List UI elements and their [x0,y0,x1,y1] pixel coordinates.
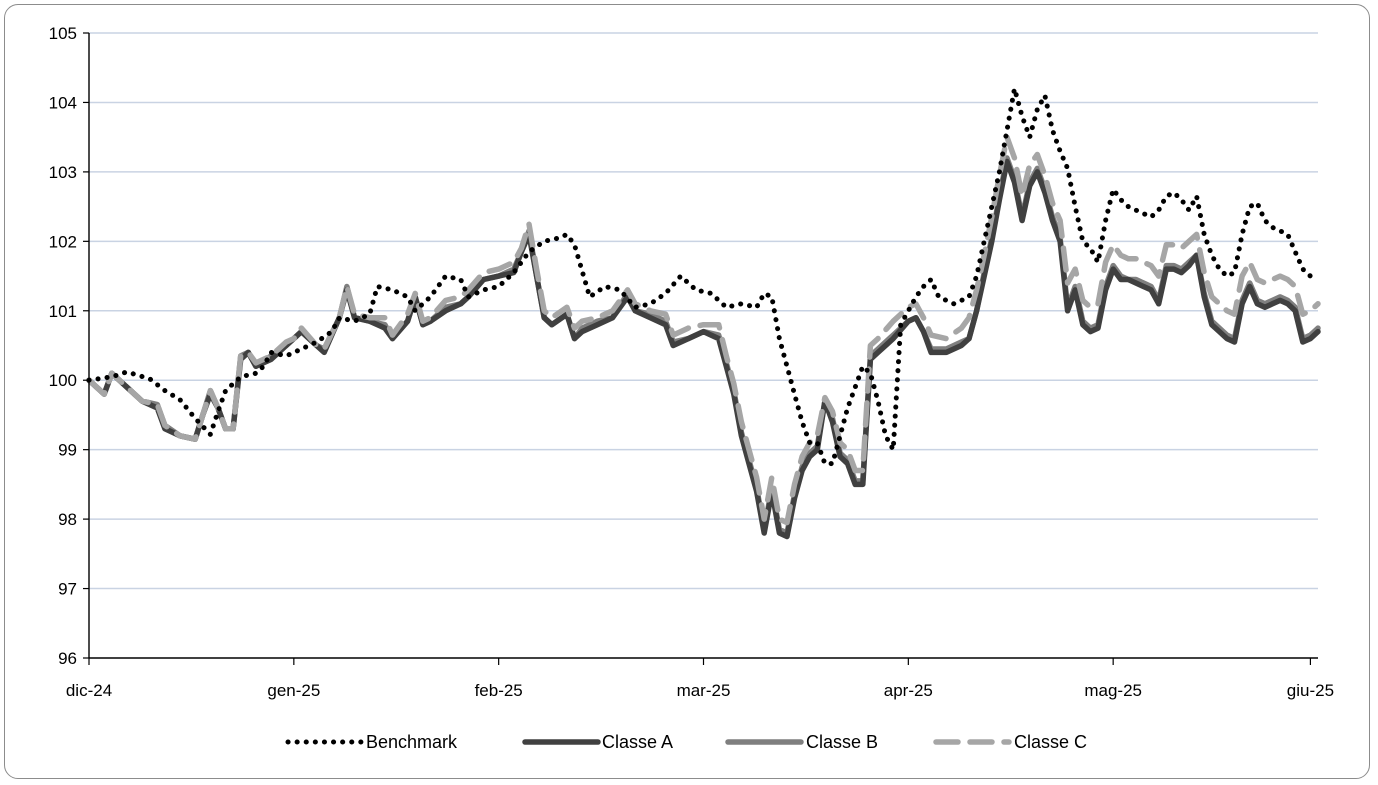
y-tick-label: 97 [58,580,77,599]
y-tick-label: 99 [58,441,77,460]
x-tick-label: gen-25 [267,681,320,700]
legend-label: Classe C [1014,732,1087,752]
y-axis-tick-labels: 96 97 98 99 100 101 102 103 104 105 [49,24,77,668]
x-tick-label: mar-25 [677,681,731,700]
legend-item: Classe B [725,732,878,752]
y-tick-label: 101 [49,302,77,321]
y-tick-label: 105 [49,24,77,43]
legend-label: Classe A [602,732,673,752]
y-tick-label: 104 [49,93,77,112]
x-tick-label: giu-25 [1287,681,1334,700]
gridlines [89,32,1318,590]
x-tick-label: mag-25 [1084,681,1142,700]
x-tick-label: dic-24 [66,681,112,700]
axes [83,32,1318,665]
y-tick-label: 98 [58,510,77,529]
x-tick-label: feb-25 [475,681,523,700]
legend-item: Classe A [522,732,673,752]
y-tick-label: 100 [49,371,77,390]
series-line-benchmark [86,86,1321,467]
y-tick-label: 103 [49,163,77,182]
x-tick-label: apr-25 [884,681,933,700]
series-layer [86,86,1321,540]
series-line-classe-c [86,134,1321,526]
chart-frame [4,4,1370,779]
y-tick-label: 102 [49,232,77,251]
series-line-classe-b [86,155,1321,536]
legend-item: Benchmark [285,732,458,752]
y-tick-label: 96 [58,649,77,668]
legend-label: Classe B [806,732,878,752]
legend-item: Classe C [933,732,1087,752]
legend-label: Benchmark [366,732,458,752]
x-axis-tick-labels: dic-24 gen-25 feb-25 mar-25 apr-25 mag-25 giu-… [66,681,1334,700]
series-line-classe-a [86,158,1321,540]
legend: Benchmark Classe A Classe B Classe C [285,732,1087,752]
